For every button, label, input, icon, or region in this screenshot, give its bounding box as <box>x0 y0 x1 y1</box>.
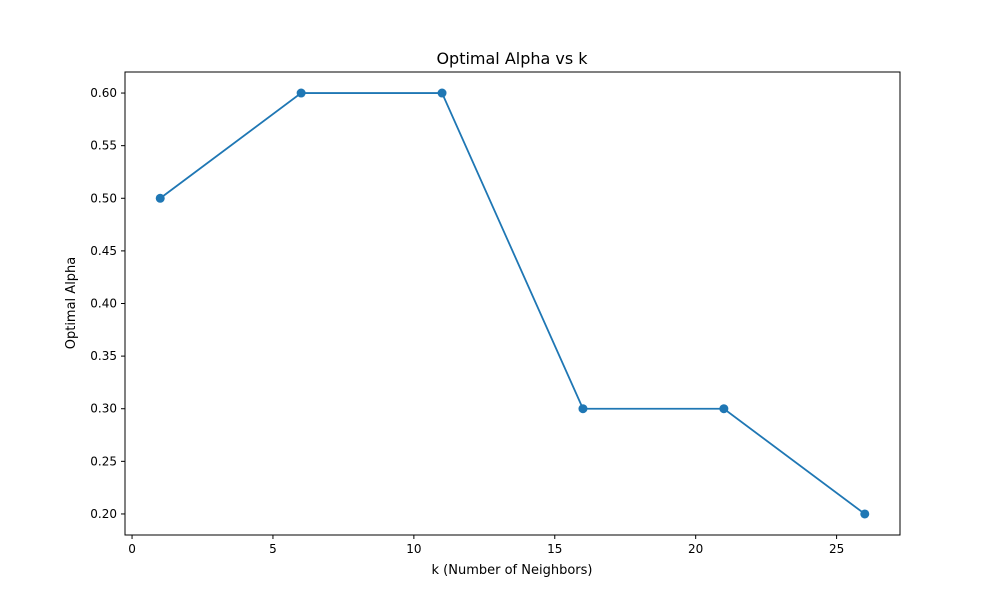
x-axis-label: k (Number of Neighbors) <box>432 563 593 578</box>
chart-title: Optimal Alpha vs k <box>436 49 588 68</box>
y-tick-label: 0.40 <box>90 297 117 311</box>
x-tick-label: 20 <box>688 542 703 556</box>
y-tick-label: 0.35 <box>90 349 117 363</box>
x-axis-ticks: 0 5 10 15 20 25 <box>128 535 844 556</box>
y-tick-label: 0.45 <box>90 244 117 258</box>
y-tick-label: 0.25 <box>90 454 117 468</box>
x-tick-label: 25 <box>829 542 844 556</box>
x-tick-label: 0 <box>128 542 136 556</box>
y-tick-label: 0.50 <box>90 191 117 205</box>
x-tick-label: 10 <box>406 542 421 556</box>
series-layer <box>155 88 870 519</box>
y-tick-label: 0.60 <box>90 86 117 100</box>
data-point <box>860 509 870 519</box>
x-tick-label: 5 <box>269 542 277 556</box>
plot-frame <box>124 71 901 536</box>
x-tick-label: 15 <box>547 542 562 556</box>
y-tick-label: 0.20 <box>90 507 117 521</box>
data-point <box>437 88 447 98</box>
y-tick-label: 0.55 <box>90 139 117 153</box>
series-line <box>159 92 866 515</box>
y-axis-label: Optimal Alpha <box>64 257 79 350</box>
data-point <box>719 404 729 414</box>
data-point <box>296 88 306 98</box>
y-tick-label: 0.30 <box>90 402 117 416</box>
data-point <box>155 193 165 203</box>
y-axis-ticks: 0.20 0.25 0.30 0.35 0.40 0.45 0.50 0.55 0.60 <box>90 86 125 521</box>
data-point <box>578 404 588 414</box>
